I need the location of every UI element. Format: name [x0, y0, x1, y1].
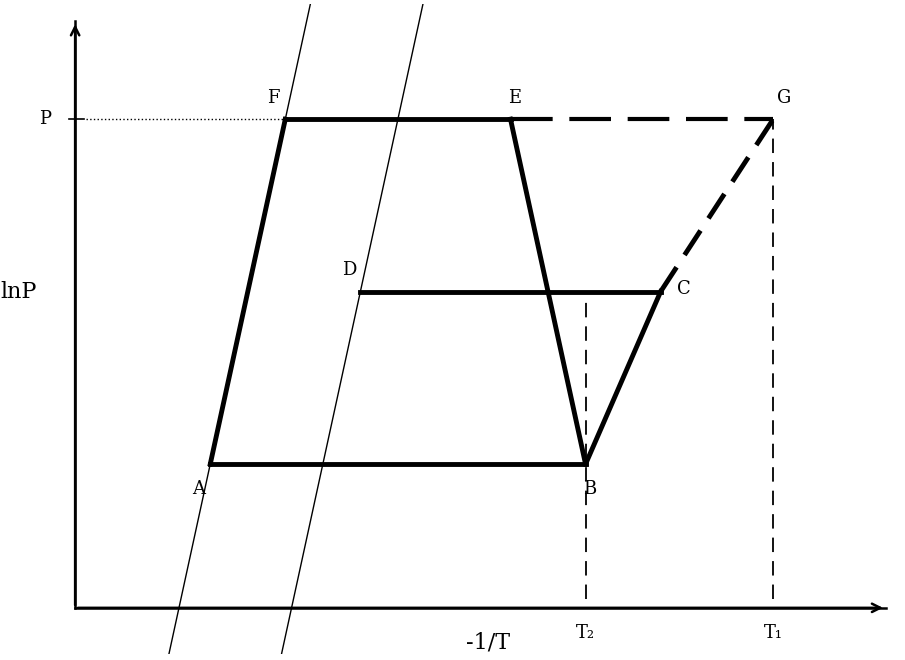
- Text: lnP: lnP: [1, 280, 37, 303]
- Text: F: F: [267, 88, 280, 106]
- Text: T₁: T₁: [764, 624, 783, 642]
- Text: E: E: [508, 88, 520, 106]
- Text: T₂: T₂: [576, 624, 595, 642]
- Text: P: P: [39, 110, 51, 128]
- Text: A: A: [193, 480, 205, 498]
- Text: D: D: [342, 261, 357, 279]
- Text: G: G: [777, 88, 792, 106]
- Text: B: B: [583, 480, 596, 498]
- Text: C: C: [677, 280, 691, 298]
- Text: -1/T: -1/T: [466, 632, 510, 653]
